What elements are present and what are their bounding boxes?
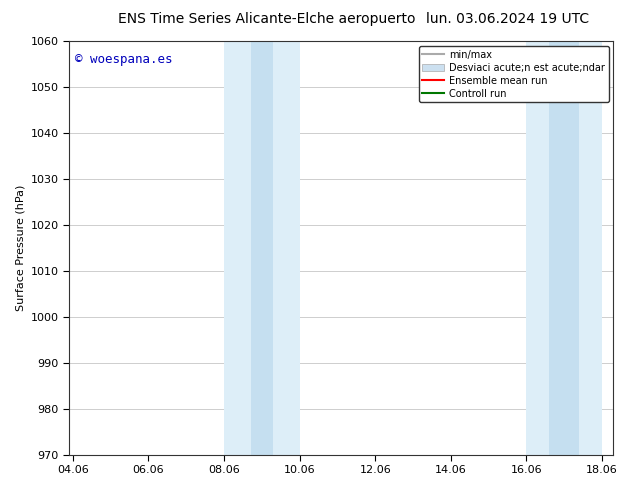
Bar	[549, 41, 579, 455]
Y-axis label: Surface Pressure (hPa): Surface Pressure (hPa)	[15, 185, 25, 311]
Legend: min/max, Desviaci acute;n est acute;ndar, Ensemble mean run, Controll run: min/max, Desviaci acute;n est acute;ndar…	[418, 46, 609, 102]
Bar	[250, 41, 273, 455]
Text: lun. 03.06.2024 19 UTC: lun. 03.06.2024 19 UTC	[425, 12, 589, 26]
Text: © woespana.es: © woespana.es	[75, 53, 172, 67]
Bar	[224, 41, 300, 455]
Text: ENS Time Series Alicante-Elche aeropuerto: ENS Time Series Alicante-Elche aeropuert…	[117, 12, 415, 26]
Bar	[526, 41, 602, 455]
